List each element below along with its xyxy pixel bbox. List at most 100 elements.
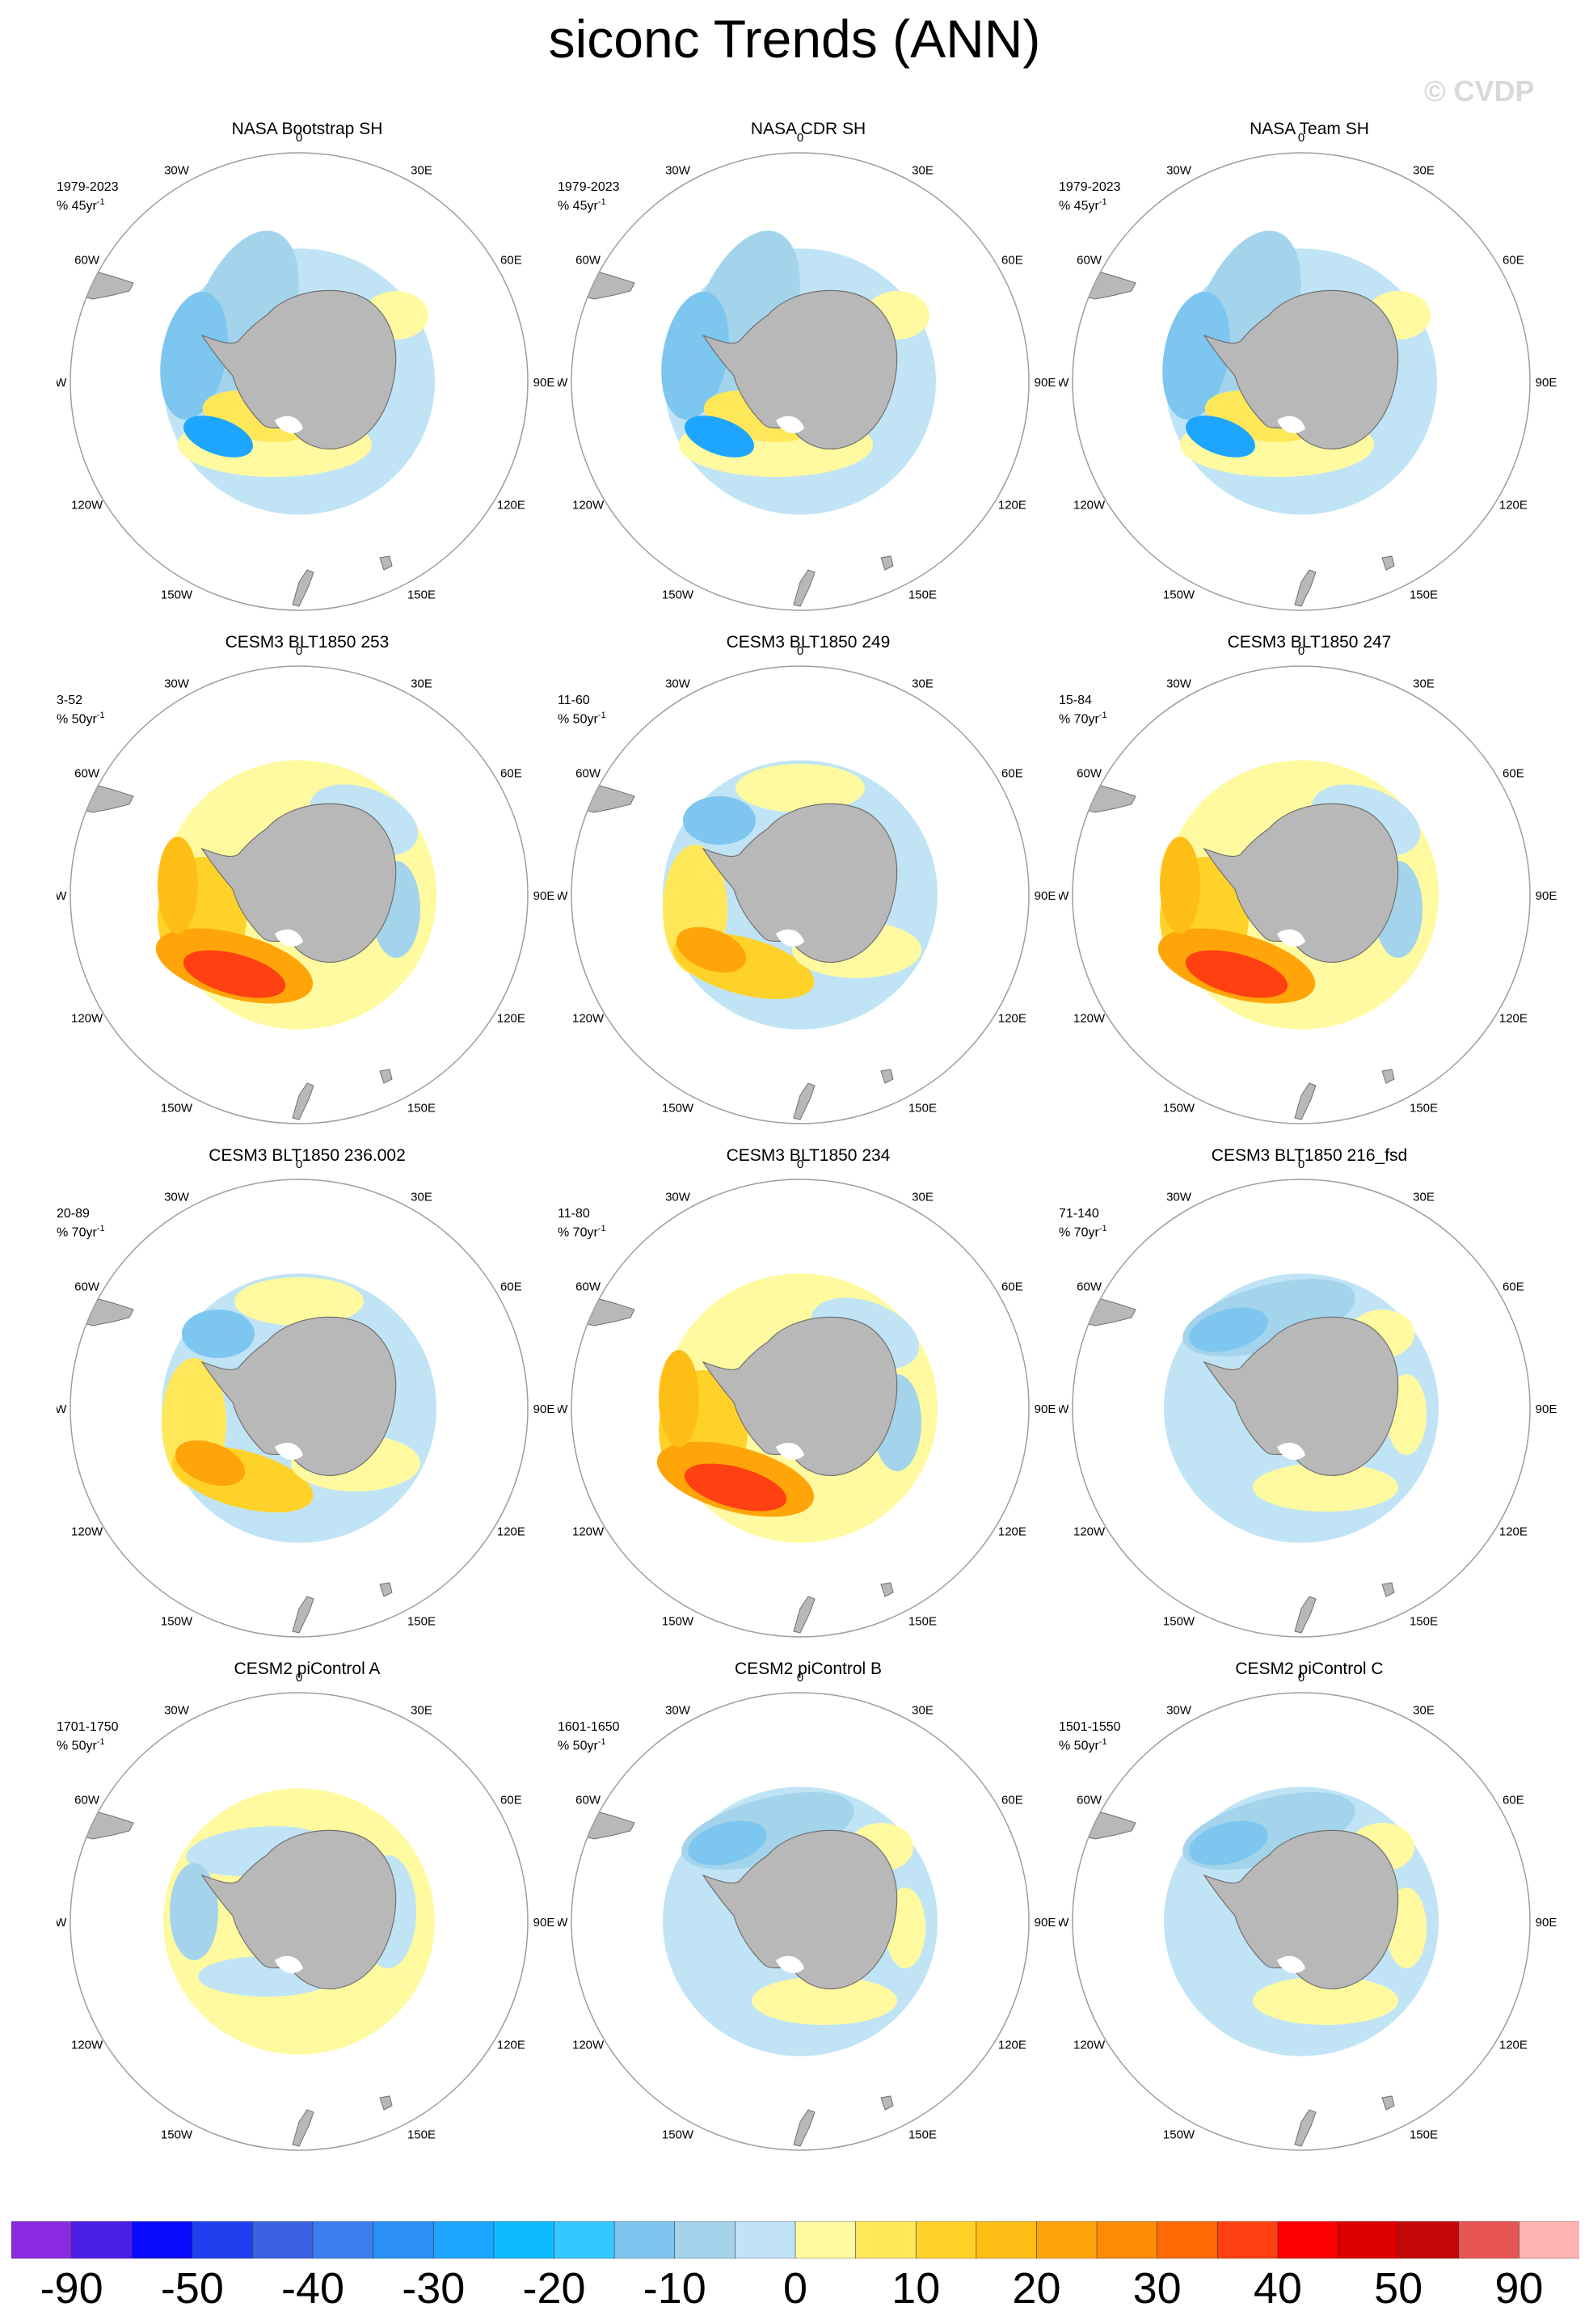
panel-title: CESM3 BLT1850 253 [225, 633, 390, 652]
longitude-label: 150W [1163, 2128, 1195, 2141]
panel-units: % 50yr-1 [57, 1735, 119, 1753]
longitude-label: 120E [1499, 2039, 1528, 2052]
panel-period-label: 1979-2023% 45yr-1 [1059, 179, 1121, 213]
trend-patch-negative [183, 415, 253, 458]
panel-period-label: 1501-1550% 50yr-1 [1059, 1719, 1121, 1753]
colorbar-tick-label: 40 [1253, 2264, 1302, 2313]
colorbar-swatch [1338, 2221, 1399, 2259]
tasmania-landmass [379, 1582, 393, 1597]
tasmania-landmass [880, 1069, 894, 1084]
map-boundary-circle [1072, 1179, 1531, 1638]
panel-title: NASA Team SH [1250, 120, 1369, 138]
longitude-label: 0 [1298, 1671, 1304, 1685]
map-panel: CESM3 BLT1850 247030E60E90E120E150E18015… [1059, 633, 1560, 1128]
new-zealand-landmass [793, 2109, 816, 2147]
new-zealand-landmass [1294, 569, 1317, 607]
panel-units-exponent: -1 [1098, 711, 1107, 720]
longitude-label: 30E [912, 164, 934, 178]
ice-shelf [776, 1955, 804, 1973]
longitude-label: 0 [1298, 1158, 1304, 1171]
panel-units-text: % 50yr [1059, 1739, 1099, 1753]
polar-map: 030E60E90E120E150E180150W120W90W60W30W [558, 1158, 1056, 1638]
ice-shelf [275, 1442, 303, 1460]
longitude-label: 60W [74, 767, 100, 781]
ice-shelf [275, 929, 303, 947]
longitude-label: 30W [665, 1704, 691, 1718]
longitude-label: 120E [1499, 499, 1528, 512]
colorbar-swatch [855, 2221, 917, 2259]
longitude-label: 90E [1536, 1916, 1557, 1930]
panel-units-text: % 50yr [57, 712, 97, 727]
panel-title: CESM3 BLT1850 234 [726, 1146, 891, 1165]
longitude-label: 120E [998, 499, 1026, 512]
longitude-label: 0 [797, 131, 803, 145]
panel-title: CESM3 BLT1850 249 [726, 633, 891, 652]
panel-years: 11-80 [558, 1207, 590, 1221]
new-zealand-landmass [793, 1082, 816, 1120]
trend-patch-negative [685, 415, 754, 458]
panel-units-text: % 45yr [57, 199, 97, 213]
panel-units-exponent: -1 [597, 711, 606, 720]
panel-units-exponent: -1 [597, 1224, 606, 1234]
new-zealand-landmass [292, 2109, 314, 2147]
colorbar-swatch [1096, 2221, 1158, 2259]
new-zealand-landmass [793, 569, 816, 607]
trend-patch-negative [170, 1863, 218, 1960]
map-boundary-circle [70, 1692, 529, 2151]
trend-patch-positive [1253, 1976, 1398, 2025]
colorbar-swatch [373, 2221, 435, 2259]
new-zealand-landmass [793, 1596, 816, 1634]
longitude-label: 30W [665, 677, 691, 691]
ice-shelf [275, 1955, 303, 1973]
panel-years: 3-52 [57, 694, 83, 707]
panel-title: NASA CDR SH [750, 120, 866, 138]
panel-units-text: % 50yr [57, 1739, 97, 1753]
longitude-label: 90E [533, 889, 555, 903]
polar-map: 030E60E90E120E150E180150W120W90W60W30W [57, 131, 554, 611]
trend-patch-negative [661, 291, 729, 420]
colorbar-swatch [312, 2221, 374, 2259]
colorbar-swatch [1519, 2221, 1579, 2259]
longitude-label: 60W [1077, 767, 1102, 781]
longitude-label: 120E [1499, 1525, 1528, 1539]
tasmania-landmass [379, 2095, 393, 2111]
panel-units-exponent: -1 [96, 1737, 105, 1747]
longitude-label: 90E [533, 1916, 555, 1930]
panel-units-exponent: -1 [1098, 197, 1107, 207]
trend-patch-negative [688, 1820, 767, 1866]
longitude-label: 30W [164, 1191, 190, 1204]
map-boundary-circle [571, 152, 1030, 611]
ice-shelf [1277, 1442, 1305, 1460]
longitude-label: 150E [407, 1101, 436, 1115]
panel-units-exponent: -1 [1098, 1737, 1107, 1747]
panel-period-label: 11-60% 50yr-1 [558, 693, 606, 727]
map-panel: CESM3 BLT1850 216_fsd 0 30E 60E 90E 120E 150E 1… [1059, 1146, 1560, 1641]
longitude-label: 150E [908, 588, 937, 601]
colorbar-swatch [1036, 2221, 1098, 2259]
longitude-label: 30E [912, 677, 934, 691]
longitude-label: 150W [662, 1614, 694, 1628]
longitude-label: 90W [558, 1916, 568, 1930]
longitude-label: 0 [296, 1158, 302, 1171]
longitude-label: 150E [908, 1614, 937, 1628]
colorbar-tick-label: 50 [1374, 2264, 1423, 2313]
longitude-label: 150W [662, 588, 694, 601]
longitude-label: 150E [407, 588, 436, 601]
ice-shelf [776, 415, 804, 433]
longitude-label: 120E [998, 2039, 1026, 2052]
longitude-label: 120W [572, 1525, 605, 1539]
colorbar-swatch [674, 2221, 736, 2259]
panel-title: NASA Bootstrap SH [231, 120, 383, 138]
polar-map: 030E60E90E120E150E180150W120W90W60W30W [1059, 1158, 1557, 1638]
longitude-label: 60W [575, 767, 601, 781]
longitude-label: 150E [407, 1614, 436, 1628]
longitude-label: 120W [1073, 499, 1106, 512]
longitude-label: 150W [1163, 1101, 1195, 1115]
longitude-label: 0 [797, 1671, 803, 1685]
longitude-label: 60E [1001, 254, 1023, 268]
longitude-label: 120W [1073, 2039, 1106, 2052]
map-panel: CESM2 piControl B030E60E90E120E150E18015… [558, 1660, 1059, 2154]
trend-patch-negative [1162, 291, 1230, 420]
longitude-label: 120E [497, 1525, 525, 1539]
longitude-label: 120E [497, 2039, 525, 2052]
